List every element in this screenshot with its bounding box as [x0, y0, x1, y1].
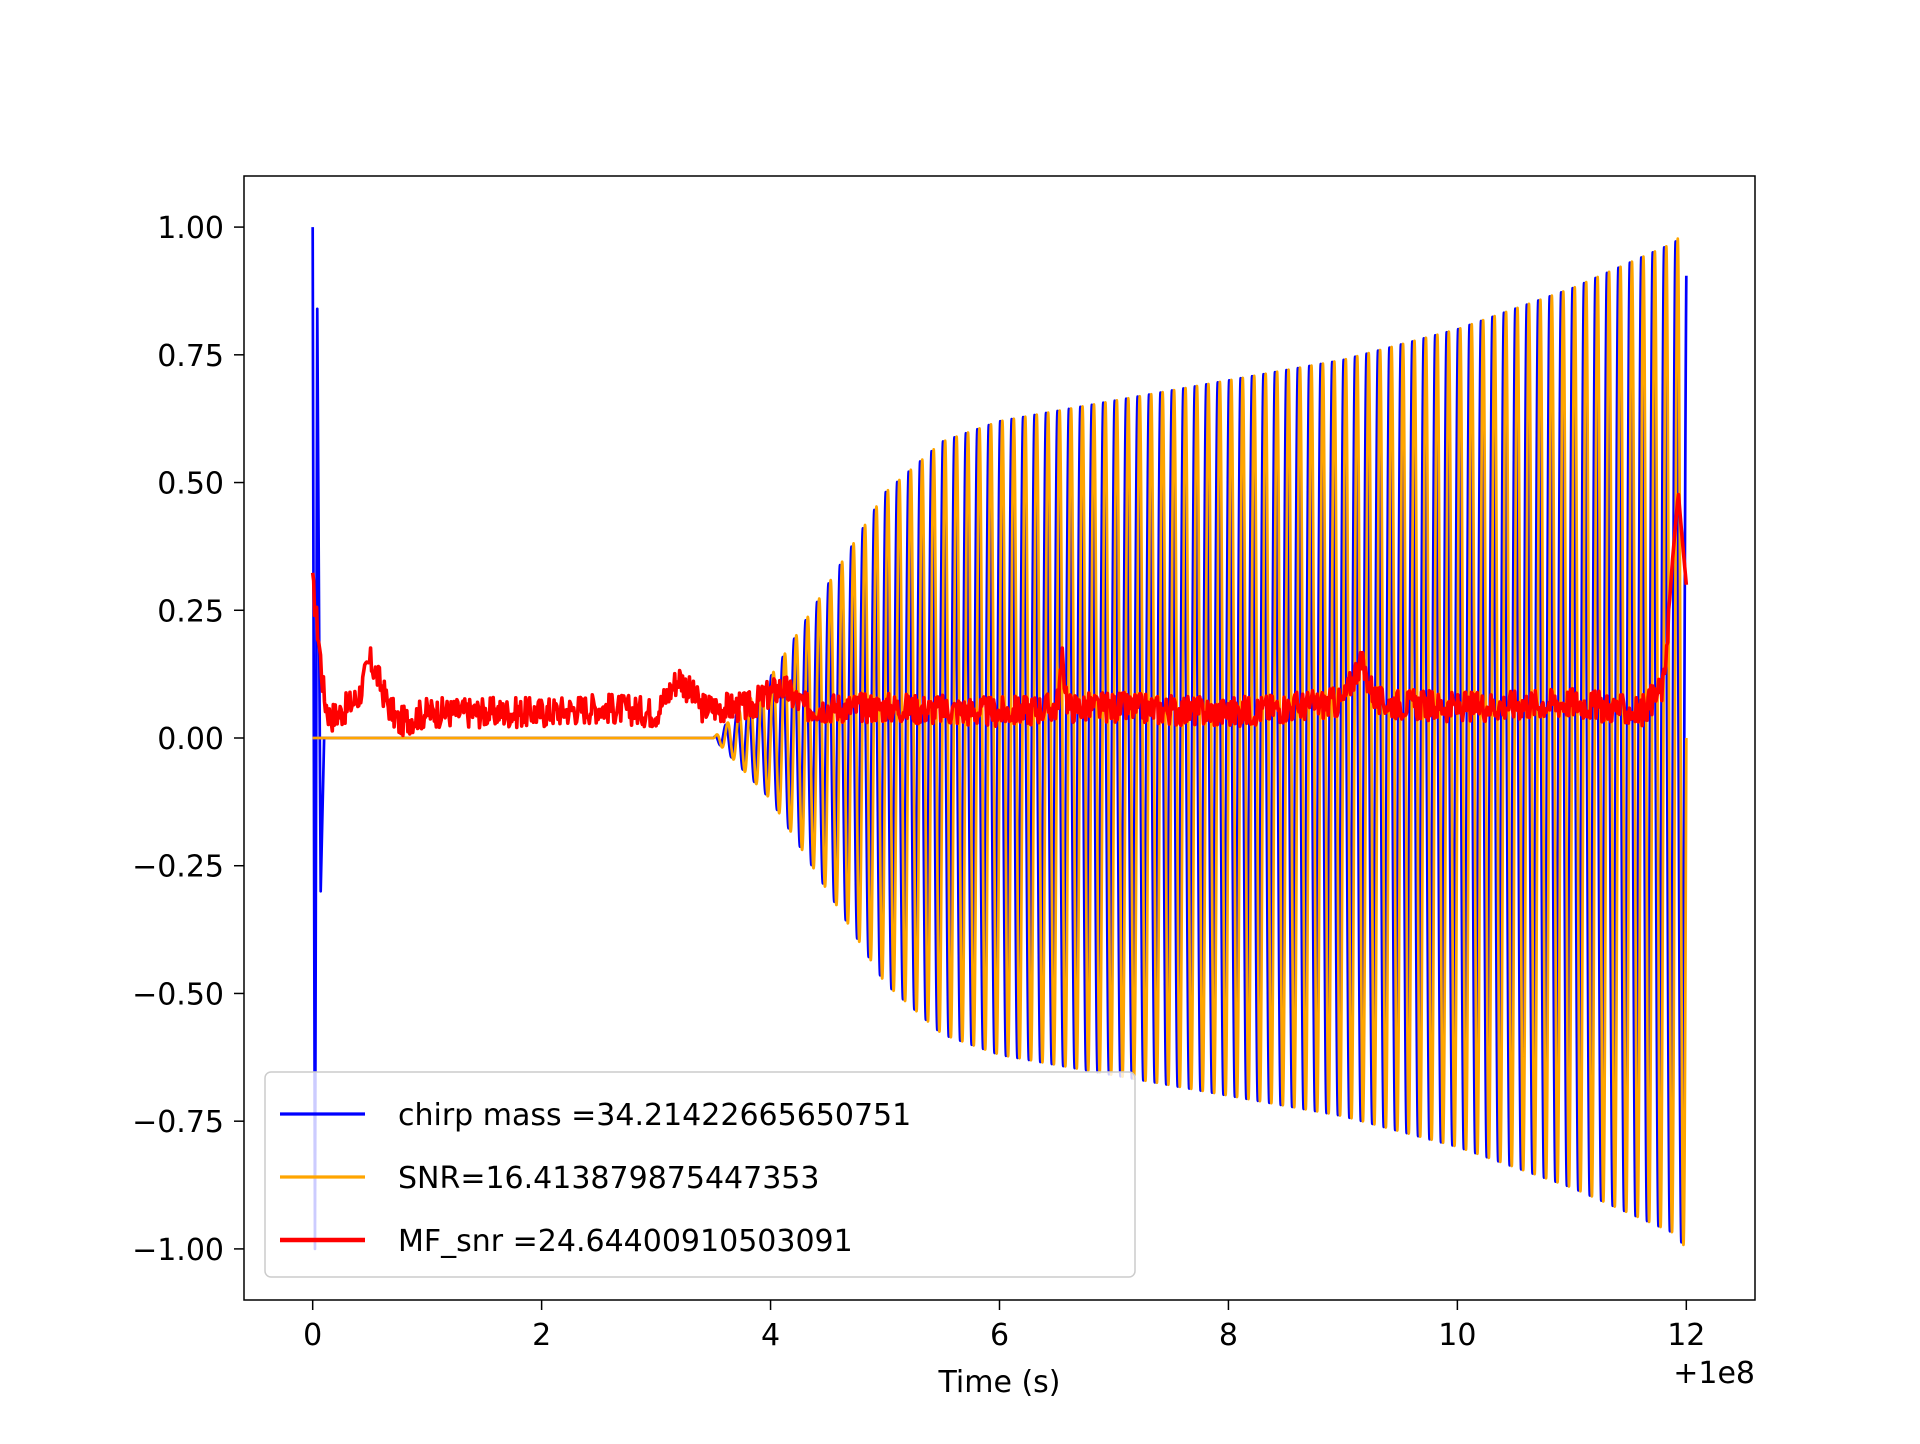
- legend-box: [264, 1071, 1136, 1278]
- x-tick-label: 10: [1438, 1318, 1476, 1353]
- legend-label: SNR=16.413879875447353: [398, 1161, 819, 1196]
- x-tick-label: 8: [1219, 1318, 1238, 1353]
- x-tick-label: 2: [532, 1318, 551, 1353]
- series-layer: [310, 227, 1689, 1251]
- y-tick-label: −0.50: [132, 977, 224, 1012]
- x-axis: 0 2 4 6 8 10 12: [303, 1300, 1705, 1353]
- x-tick-label: 0: [303, 1318, 322, 1353]
- legend-label: MF_snr =24.64400910503091: [398, 1224, 853, 1259]
- y-tick-label: 1.00: [157, 211, 224, 246]
- y-tick-label: −0.25: [132, 850, 224, 885]
- y-axis: 1.00 0.75 0.50 0.25 0.00 −0.25 −0.50 −0.75 −1.00: [132, 211, 244, 1268]
- x-axis-offset-label: +1e8: [1673, 1356, 1755, 1391]
- x-tick-label: 6: [990, 1318, 1009, 1353]
- series-line-2: [310, 492, 1689, 738]
- y-tick-label: 0.75: [157, 339, 224, 374]
- y-tick-label: 0.00: [157, 722, 224, 757]
- legend-label: chirp mass =34.21422665650751: [398, 1098, 911, 1133]
- y-tick-label: 0.25: [157, 594, 224, 629]
- x-axis-label: Time (s): [938, 1365, 1061, 1400]
- y-tick-label: −0.75: [132, 1105, 224, 1140]
- y-tick-label: −1.00: [132, 1233, 224, 1268]
- series-line-1: [311, 237, 1688, 1247]
- x-tick-label: 12: [1667, 1318, 1705, 1353]
- x-tick-label: 4: [761, 1318, 780, 1353]
- legend: chirp mass =34.21422665650751 SNR=16.4138…: [264, 1071, 1136, 1278]
- y-tick-label: 0.50: [157, 467, 224, 502]
